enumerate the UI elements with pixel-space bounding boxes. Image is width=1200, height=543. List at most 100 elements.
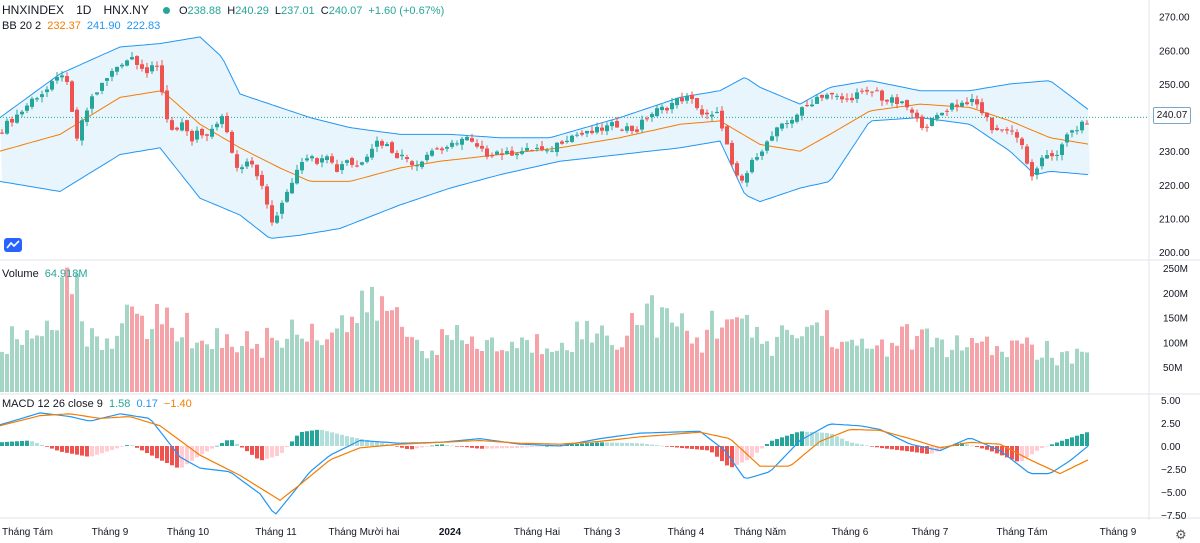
macd-histogram-bar [515, 446, 519, 448]
bb-label: BB 20 2 [2, 20, 42, 32]
macd-histogram-bar [635, 443, 639, 446]
candle-up [125, 60, 129, 66]
candle-up [320, 158, 324, 163]
volume-bar [520, 337, 524, 392]
macd-histogram-bar [715, 446, 719, 457]
macd-histogram-bar [400, 446, 404, 448]
volume-bar [500, 350, 504, 392]
volume-bar [460, 340, 464, 392]
macd-histogram-bar [5, 441, 9, 446]
macd-histogram-bar [410, 446, 414, 450]
volume-bar [935, 337, 939, 392]
candle-down [1030, 162, 1034, 177]
volume-bar [960, 350, 964, 392]
candle-up [655, 108, 659, 117]
settings-gear-icon[interactable]: ⚙ [1175, 527, 1187, 542]
volume-bar [735, 317, 739, 392]
candle-up [295, 169, 299, 184]
candle-down [1020, 138, 1024, 146]
volume-bar [485, 340, 489, 392]
candle-up [495, 151, 499, 155]
candle-down [865, 89, 869, 92]
time-axis-label: Tháng 7 [912, 527, 949, 538]
volume-bar [625, 335, 629, 392]
macd-histogram-bar [200, 446, 204, 455]
candle-up [650, 114, 654, 118]
volume-bar [815, 322, 819, 392]
time-axis-label: Tháng 9 [92, 527, 129, 538]
volume-legend[interactable]: Volume 64.918M [2, 268, 91, 280]
macd-histogram-bar [380, 442, 384, 446]
volume-bar [810, 325, 814, 392]
macd-histogram-bar [195, 446, 199, 458]
volume-bar [1015, 340, 1019, 392]
volume-bar [820, 335, 824, 392]
volume-bar [535, 334, 539, 392]
candle-down [985, 112, 989, 118]
macd-histogram-bar [25, 440, 29, 446]
symbol-name[interactable]: HNXINDEX [2, 3, 65, 17]
volume-bar [655, 337, 659, 392]
volume-bar [235, 352, 239, 392]
candle-up [30, 98, 34, 107]
macd-legend[interactable]: MACD 12 26 close 9 1.58 0.17 −1.40 [2, 398, 195, 410]
candle-up [755, 157, 759, 160]
macd-histogram-bar [165, 446, 169, 464]
volume-bar [200, 340, 204, 392]
volume-bar [90, 328, 94, 392]
volume-bar [340, 315, 344, 392]
ohlc-l-label: L [274, 5, 282, 17]
candle-down [820, 94, 824, 98]
price-axis-tick: 270.00 [1159, 13, 1190, 24]
macd-histogram-bar [605, 442, 609, 446]
macd-histogram-bar [1000, 446, 1004, 456]
candle-down [910, 109, 914, 113]
candle-up [520, 151, 524, 154]
volume-bar [635, 324, 639, 392]
volume-bar [630, 312, 634, 392]
candle-up [305, 158, 309, 161]
macd-histogram-bar [375, 441, 379, 446]
time-axis-label: Tháng Mười hai [328, 527, 399, 538]
time-axis-label: Tháng 10 [167, 527, 210, 538]
volume-bar [125, 304, 129, 392]
candle-up [750, 159, 754, 173]
candle-down [190, 130, 194, 142]
tradingview-logo-icon[interactable] [4, 238, 22, 252]
candle-up [670, 102, 674, 110]
macd-histogram-bar [240, 446, 244, 448]
volume-bar [915, 335, 919, 392]
macd-histogram-bar [930, 446, 934, 454]
candle-up [835, 95, 839, 97]
volume-bar [650, 295, 654, 392]
macd-histogram-bar [1045, 446, 1049, 447]
volume-bar [410, 337, 414, 392]
volume-bar [260, 357, 264, 392]
candle-up [960, 102, 964, 107]
macd-histogram-bar [215, 445, 219, 447]
volume-bar [380, 296, 384, 392]
volume-bar [640, 325, 644, 392]
candle-up [290, 182, 294, 194]
macd-histogram-bar [500, 446, 504, 449]
volume-bar [55, 330, 59, 392]
candle-down [1050, 153, 1054, 157]
macd-histogram-bar [1060, 440, 1064, 446]
volume-bar [310, 323, 314, 392]
macd-histogram-bar [360, 439, 364, 446]
candle-up [545, 150, 549, 152]
candle-up [570, 135, 574, 142]
candle-up [800, 107, 804, 116]
volume-bar [900, 326, 904, 392]
bb-legend[interactable]: BB 20 2 232.37 241.90 222.83 [2, 20, 163, 32]
interval-label[interactable]: 1D [76, 3, 92, 17]
macd-histogram-bar [1035, 446, 1039, 451]
candle-up [455, 143, 459, 145]
macd-histogram-bar [335, 433, 339, 446]
candle-down [1005, 129, 1009, 131]
macd-histogram-bar [725, 446, 729, 466]
macd-histogram-bar [290, 441, 294, 446]
macd-histogram-bar [415, 446, 419, 449]
candle-down [435, 148, 439, 150]
